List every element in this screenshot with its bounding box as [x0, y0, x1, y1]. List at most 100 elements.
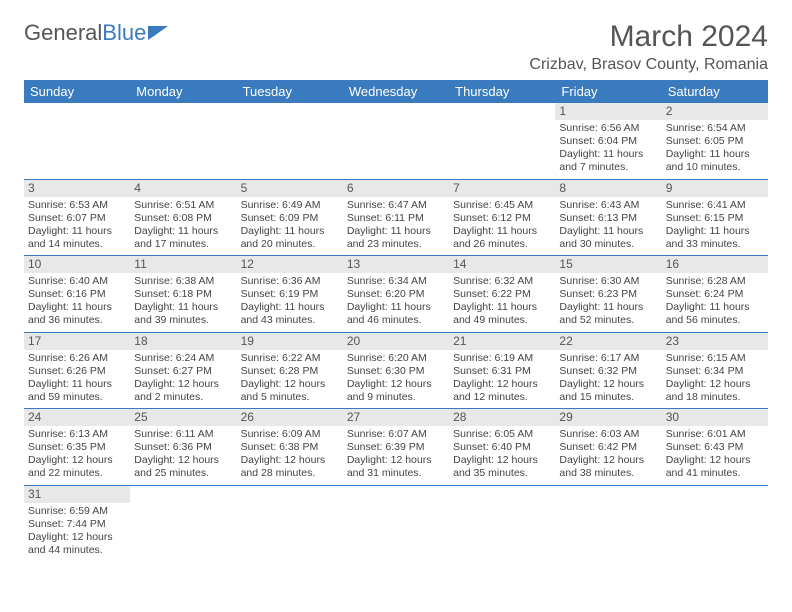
daylight-text: Daylight: 12 hours and 44 minutes.: [28, 531, 126, 557]
calendar-empty-cell: [237, 485, 343, 561]
calendar-day-cell: 9Sunrise: 6:41 AMSunset: 6:15 PMDaylight…: [662, 179, 768, 256]
day-number: 17: [24, 333, 130, 350]
calendar-empty-cell: [130, 485, 236, 561]
sunrise-text: Sunrise: 6:01 AM: [666, 428, 764, 441]
sunset-text: Sunset: 6:08 PM: [134, 212, 232, 225]
sunset-text: Sunset: 6:36 PM: [134, 441, 232, 454]
sunrise-text: Sunrise: 6:41 AM: [666, 199, 764, 212]
sunrise-text: Sunrise: 6:34 AM: [347, 275, 445, 288]
day-number: 15: [555, 256, 661, 273]
sunrise-text: Sunrise: 6:43 AM: [559, 199, 657, 212]
daylight-text: Daylight: 11 hours and 39 minutes.: [134, 301, 232, 327]
daylight-text: Daylight: 11 hours and 30 minutes.: [559, 225, 657, 251]
sunrise-text: Sunrise: 6:28 AM: [666, 275, 764, 288]
day-number: 25: [130, 409, 236, 426]
sunset-text: Sunset: 6:18 PM: [134, 288, 232, 301]
sunset-text: Sunset: 6:31 PM: [453, 365, 551, 378]
day-number: 5: [237, 180, 343, 197]
calendar-day-cell: 14Sunrise: 6:32 AMSunset: 6:22 PMDayligh…: [449, 256, 555, 333]
sunrise-text: Sunrise: 6:24 AM: [134, 352, 232, 365]
sunrise-text: Sunrise: 6:40 AM: [28, 275, 126, 288]
calendar-empty-cell: [449, 103, 555, 179]
weekday-header: Wednesday: [343, 80, 449, 103]
weekday-header: Thursday: [449, 80, 555, 103]
calendar-day-cell: 23Sunrise: 6:15 AMSunset: 6:34 PMDayligh…: [662, 332, 768, 409]
day-number: 12: [237, 256, 343, 273]
calendar-week-row: 1Sunrise: 6:56 AMSunset: 6:04 PMDaylight…: [24, 103, 768, 179]
calendar-day-cell: 6Sunrise: 6:47 AMSunset: 6:11 PMDaylight…: [343, 179, 449, 256]
calendar-day-cell: 17Sunrise: 6:26 AMSunset: 6:26 PMDayligh…: [24, 332, 130, 409]
calendar-week-row: 31Sunrise: 6:59 AMSunset: 7:44 PMDayligh…: [24, 485, 768, 561]
day-number: 3: [24, 180, 130, 197]
calendar-day-cell: 10Sunrise: 6:40 AMSunset: 6:16 PMDayligh…: [24, 256, 130, 333]
sunrise-text: Sunrise: 6:53 AM: [28, 199, 126, 212]
calendar-empty-cell: [449, 485, 555, 561]
sunrise-text: Sunrise: 6:38 AM: [134, 275, 232, 288]
calendar-day-cell: 15Sunrise: 6:30 AMSunset: 6:23 PMDayligh…: [555, 256, 661, 333]
calendar-day-cell: 22Sunrise: 6:17 AMSunset: 6:32 PMDayligh…: [555, 332, 661, 409]
daylight-text: Daylight: 12 hours and 5 minutes.: [241, 378, 339, 404]
day-number: 16: [662, 256, 768, 273]
sunset-text: Sunset: 6:35 PM: [28, 441, 126, 454]
sunrise-text: Sunrise: 6:51 AM: [134, 199, 232, 212]
sunset-text: Sunset: 6:07 PM: [28, 212, 126, 225]
calendar-day-cell: 7Sunrise: 6:45 AMSunset: 6:12 PMDaylight…: [449, 179, 555, 256]
sunrise-text: Sunrise: 6:32 AM: [453, 275, 551, 288]
daylight-text: Daylight: 11 hours and 43 minutes.: [241, 301, 339, 327]
day-number: 21: [449, 333, 555, 350]
daylight-text: Daylight: 12 hours and 9 minutes.: [347, 378, 445, 404]
sunset-text: Sunset: 6:23 PM: [559, 288, 657, 301]
calendar-empty-cell: [130, 103, 236, 179]
calendar-empty-cell: [343, 485, 449, 561]
weekday-header: Tuesday: [237, 80, 343, 103]
day-number: 14: [449, 256, 555, 273]
weekday-header: Friday: [555, 80, 661, 103]
sunrise-text: Sunrise: 6:13 AM: [28, 428, 126, 441]
calendar-empty-cell: [555, 485, 661, 561]
sunset-text: Sunset: 6:15 PM: [666, 212, 764, 225]
day-number: 31: [24, 486, 130, 503]
sunrise-text: Sunrise: 6:22 AM: [241, 352, 339, 365]
calendar-empty-cell: [237, 103, 343, 179]
day-number: 19: [237, 333, 343, 350]
day-number: 29: [555, 409, 661, 426]
day-number: 27: [343, 409, 449, 426]
calendar-day-cell: 19Sunrise: 6:22 AMSunset: 6:28 PMDayligh…: [237, 332, 343, 409]
daylight-text: Daylight: 11 hours and 59 minutes.: [28, 378, 126, 404]
sunrise-text: Sunrise: 6:49 AM: [241, 199, 339, 212]
calendar-empty-cell: [662, 485, 768, 561]
day-number: 23: [662, 333, 768, 350]
calendar-day-cell: 29Sunrise: 6:03 AMSunset: 6:42 PMDayligh…: [555, 409, 661, 486]
sunset-text: Sunset: 6:11 PM: [347, 212, 445, 225]
sunset-text: Sunset: 6:20 PM: [347, 288, 445, 301]
daylight-text: Daylight: 12 hours and 31 minutes.: [347, 454, 445, 480]
calendar-day-cell: 18Sunrise: 6:24 AMSunset: 6:27 PMDayligh…: [130, 332, 236, 409]
day-number: 30: [662, 409, 768, 426]
sunset-text: Sunset: 6:42 PM: [559, 441, 657, 454]
sunrise-text: Sunrise: 6:19 AM: [453, 352, 551, 365]
sunset-text: Sunset: 6:30 PM: [347, 365, 445, 378]
daylight-text: Daylight: 11 hours and 36 minutes.: [28, 301, 126, 327]
sunset-text: Sunset: 6:39 PM: [347, 441, 445, 454]
month-title: March 2024: [529, 20, 768, 54]
calendar-empty-cell: [24, 103, 130, 179]
daylight-text: Daylight: 12 hours and 22 minutes.: [28, 454, 126, 480]
calendar-day-cell: 21Sunrise: 6:19 AMSunset: 6:31 PMDayligh…: [449, 332, 555, 409]
sunrise-text: Sunrise: 6:47 AM: [347, 199, 445, 212]
calendar-day-cell: 24 Sunrise: 6:13 AMSunset: 6:35 PMDayligh…: [24, 409, 130, 486]
logo: GeneralBlue: [24, 20, 170, 46]
daylight-text: Daylight: 11 hours and 10 minutes.: [666, 148, 764, 174]
sunset-text: Sunset: 6:26 PM: [28, 365, 126, 378]
weekday-header: Monday: [130, 80, 236, 103]
sunset-text: Sunset: 6:12 PM: [453, 212, 551, 225]
day-number: 24: [24, 409, 130, 426]
daylight-text: Daylight: 11 hours and 14 minutes.: [28, 225, 126, 251]
calendar-day-cell: 12Sunrise: 6:36 AMSunset: 6:19 PMDayligh…: [237, 256, 343, 333]
daylight-text: Daylight: 12 hours and 28 minutes.: [241, 454, 339, 480]
calendar-empty-cell: [343, 103, 449, 179]
sunrise-text: Sunrise: 6:36 AM: [241, 275, 339, 288]
day-number: 9: [662, 180, 768, 197]
sunrise-text: Sunrise: 6:20 AM: [347, 352, 445, 365]
day-number: 26: [237, 409, 343, 426]
sunset-text: Sunset: 6:43 PM: [666, 441, 764, 454]
